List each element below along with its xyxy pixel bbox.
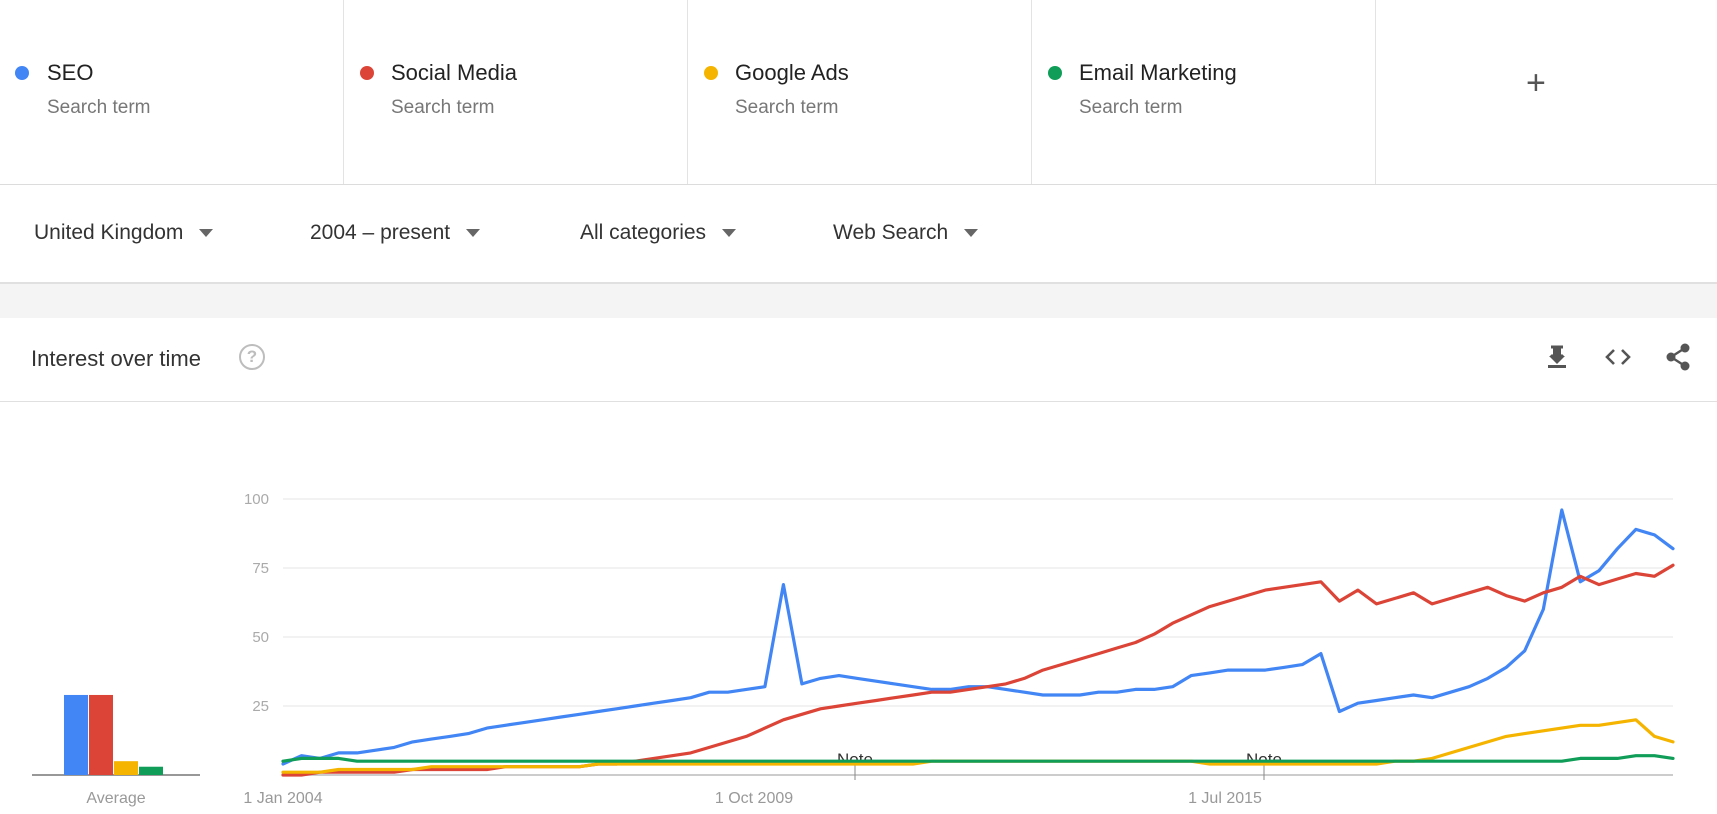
search-terms-bar: SEO Search term Social Media Search term… xyxy=(0,0,1717,185)
series-line-social-media xyxy=(281,563,1675,777)
term-card-social-media[interactable]: Social Media Search term xyxy=(344,0,688,184)
caret-down-icon xyxy=(199,229,214,237)
term-name: SEO xyxy=(47,60,94,85)
add-term-button[interactable]: + xyxy=(1376,0,1717,184)
note-label: Note xyxy=(837,750,873,769)
card-title: Interest over time xyxy=(31,346,201,371)
category-label: All categories xyxy=(580,221,707,244)
x-tick-label: 1 Jan 2004 xyxy=(243,790,322,807)
y-tick-label: 100 xyxy=(244,491,269,508)
chart-svg: 100 75 50 25 1 Jan 2004 1 Oct 2009 1 Jul 2015 N… xyxy=(32,491,1675,807)
term-color-dot xyxy=(15,66,29,80)
term-color-dot xyxy=(360,66,374,80)
y-tick-label: 25 xyxy=(252,698,269,715)
region-dropdown[interactable]: United Kingdom xyxy=(34,185,214,281)
plus-icon: + xyxy=(1526,64,1546,102)
filter-bar: United Kingdom 2004 – present All catego… xyxy=(0,185,1717,281)
caret-down-icon xyxy=(722,229,737,237)
term-card-email-marketing[interactable]: Email Marketing Search term xyxy=(1032,0,1376,184)
average-bar-google-ads xyxy=(114,761,138,775)
series-line-email-marketing xyxy=(281,754,1675,763)
interest-over-time-header: Interest over time ? xyxy=(0,318,1717,402)
x-tick-label: 1 Oct 2009 xyxy=(715,790,793,807)
x-tick-label: 1 Jul 2015 xyxy=(1188,790,1262,807)
share-icon[interactable] xyxy=(1661,340,1695,374)
average-label: Average xyxy=(86,790,145,807)
average-bar-social-media xyxy=(89,694,113,775)
search-type-label: Web Search xyxy=(833,221,949,244)
average-bar-email-marketing xyxy=(139,766,163,775)
term-card-google-ads[interactable]: Google Ads Search term xyxy=(688,0,1032,184)
term-name: Social Media xyxy=(391,60,517,85)
term-subtitle: Search term xyxy=(47,97,151,118)
section-divider xyxy=(0,282,1717,318)
term-subtitle: Search term xyxy=(735,97,839,118)
category-dropdown[interactable]: All categories xyxy=(580,185,737,281)
average-bar-seo xyxy=(64,694,88,775)
interest-over-time-chart: 100 75 50 25 1 Jan 2004 1 Oct 2009 1 Jul 2015 N… xyxy=(0,402,1717,814)
term-subtitle: Search term xyxy=(391,97,495,118)
term-subtitle: Search term xyxy=(1079,97,1183,118)
term-name: Email Marketing xyxy=(1079,60,1237,85)
search-type-dropdown[interactable]: Web Search xyxy=(833,185,979,281)
y-tick-label: 50 xyxy=(252,629,269,646)
download-icon[interactable] xyxy=(1540,340,1574,374)
help-icon[interactable]: ? xyxy=(239,344,265,370)
term-color-dot xyxy=(704,66,718,80)
term-card-seo[interactable]: SEO Search term xyxy=(0,0,344,184)
time-range-dropdown[interactable]: 2004 – present xyxy=(310,185,481,281)
term-color-dot xyxy=(1048,66,1062,80)
term-name: Google Ads xyxy=(735,60,849,85)
note-label: Note xyxy=(1246,750,1282,769)
embed-icon[interactable] xyxy=(1601,340,1635,374)
region-label: United Kingdom xyxy=(34,221,184,244)
time-range-label: 2004 – present xyxy=(310,221,451,244)
caret-down-icon xyxy=(964,229,979,237)
y-tick-label: 75 xyxy=(252,560,269,577)
caret-down-icon xyxy=(466,229,481,237)
